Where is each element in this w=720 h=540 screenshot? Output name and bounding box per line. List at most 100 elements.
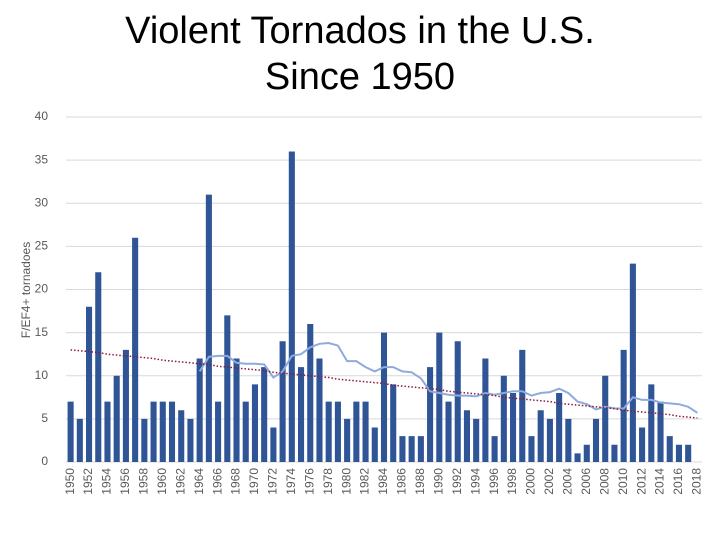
bar (362, 401, 369, 462)
bar (141, 418, 148, 462)
y-tick-label: 40 (35, 109, 49, 123)
bar (620, 349, 627, 462)
bar (76, 418, 83, 462)
bar (445, 401, 452, 462)
y-tick-label: 30 (35, 195, 49, 209)
bar (473, 418, 480, 462)
bar (500, 375, 507, 462)
y-axis-label: F/EF4+ tornadoes (19, 242, 33, 338)
bar (279, 341, 286, 462)
bar (574, 453, 581, 462)
bar (491, 436, 498, 462)
bar (546, 418, 553, 462)
bar (390, 384, 397, 462)
bar (666, 436, 673, 462)
y-tick-label: 25 (35, 239, 49, 253)
x-tick-label: 2014 (653, 468, 667, 495)
bar (86, 306, 93, 462)
x-tick-label: 2004 (561, 468, 575, 495)
chart-title: Violent Tornados in the U.S. Since 1950 (125, 10, 595, 98)
bar (251, 384, 258, 462)
x-tick-label: 1986 (395, 468, 409, 495)
y-tick-label: 10 (35, 368, 49, 382)
bar (113, 375, 120, 462)
bar (602, 375, 609, 462)
bar (463, 410, 470, 462)
bar (215, 401, 222, 462)
bar (611, 444, 618, 462)
x-tick-label: 2018 (690, 468, 704, 495)
bar (639, 427, 646, 462)
bar (353, 401, 360, 462)
bar (436, 332, 443, 462)
x-tick-label: 1988 (413, 468, 427, 495)
bar (648, 384, 655, 462)
bar (261, 367, 268, 462)
x-tick-label: 1962 (173, 468, 187, 495)
bar (307, 324, 314, 462)
bar (334, 401, 341, 462)
bar (298, 367, 305, 462)
bar (556, 393, 563, 462)
x-tick-label: 1998 (505, 468, 519, 495)
bar (408, 436, 415, 462)
bar (675, 444, 682, 462)
bar (344, 418, 351, 462)
bar (132, 237, 139, 462)
x-tick-label: 2002 (542, 468, 556, 495)
x-tick-label: 1970 (247, 468, 261, 495)
bar (196, 358, 203, 462)
x-tick-label: 2010 (616, 468, 630, 495)
bar (67, 401, 74, 462)
bar (242, 401, 249, 462)
bar (565, 418, 572, 462)
bar (399, 436, 406, 462)
bar (629, 263, 636, 462)
x-tick-label: 1950 (63, 468, 77, 495)
bar (537, 410, 544, 462)
x-tick-label: 1992 (450, 468, 464, 495)
bar (519, 349, 526, 462)
x-tick-label: 1958 (137, 468, 151, 495)
bar (159, 401, 166, 462)
bar (510, 393, 517, 462)
x-tick-label: 1952 (81, 468, 95, 495)
x-tick-label: 1996 (487, 468, 501, 495)
bar (205, 194, 212, 462)
x-tick-label: 1974 (284, 468, 298, 495)
x-tick-label: 1972 (266, 468, 280, 495)
bar (371, 427, 378, 462)
x-tick-label: 1954 (100, 468, 114, 495)
bar (592, 418, 600, 462)
x-tick-label: 1980 (339, 468, 353, 495)
bar (270, 427, 277, 462)
bar (233, 358, 240, 462)
bar (178, 410, 185, 462)
bar (168, 401, 176, 462)
x-tick-label: 1968 (229, 468, 243, 495)
x-tick-label: 1976 (302, 468, 316, 495)
x-tick-label: 2006 (579, 468, 593, 495)
bar (427, 367, 434, 462)
bar (657, 401, 664, 462)
x-tick-label: 1956 (118, 468, 132, 495)
x-tick-label: 2008 (597, 468, 611, 495)
x-tick-label: 1964 (192, 468, 206, 495)
x-tick-label: 1984 (376, 468, 390, 495)
x-tick-label: 2000 (524, 468, 538, 495)
x-tick-label: 1994 (468, 468, 482, 495)
x-tick-label: 2012 (634, 468, 648, 495)
bar (685, 444, 692, 462)
bar (482, 358, 489, 462)
x-tick-label: 1990 (431, 468, 445, 495)
bar (122, 349, 129, 462)
bar (104, 401, 111, 462)
bar (187, 418, 194, 462)
bar (224, 315, 231, 462)
x-tick-label: 2016 (671, 468, 685, 495)
y-tick-label: 35 (35, 152, 49, 166)
y-tick-label: 20 (35, 282, 49, 296)
bar (528, 436, 535, 462)
